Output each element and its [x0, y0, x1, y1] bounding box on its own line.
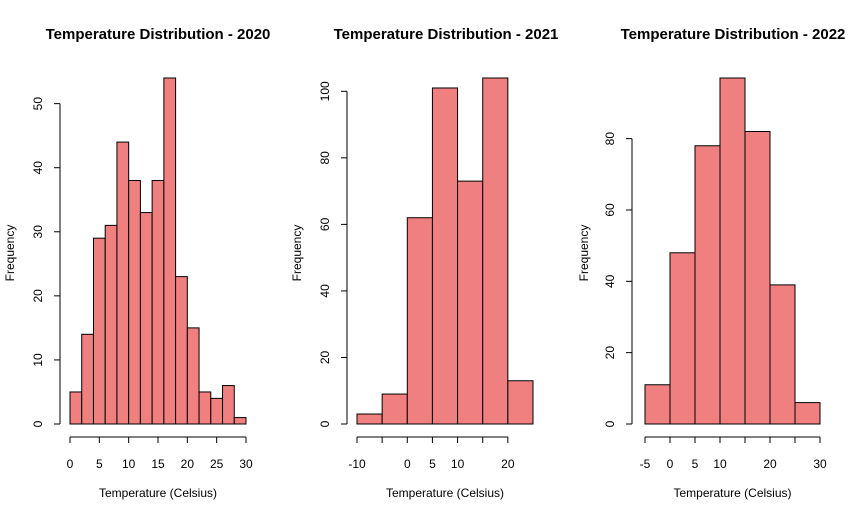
histogram-bar: [381, 393, 408, 425]
y-tick-label: 50: [31, 97, 45, 111]
x-axis-label: Temperature (Celsius): [99, 486, 217, 500]
histogram-bar: [222, 385, 235, 425]
histogram-bar: [794, 402, 821, 425]
histogram-bar: [186, 327, 200, 425]
histogram-bar: [198, 391, 212, 425]
histogram-bar: [92, 237, 106, 425]
y-tick-label: 10: [31, 353, 45, 367]
histogram-bar: [457, 180, 484, 425]
histogram-bar: [694, 145, 721, 425]
x-tick-label: 15: [151, 457, 165, 471]
y-tick-label: 0: [603, 420, 617, 427]
y-tick-label: 60: [603, 203, 617, 217]
x-tick-label: 10: [713, 457, 727, 471]
x-axis-label: Temperature (Celsius): [673, 486, 791, 500]
histogram-bar: [81, 333, 94, 425]
y-tick-label: 20: [603, 346, 617, 360]
x-tick-label: 5: [429, 457, 436, 471]
histogram-bar: [139, 212, 153, 425]
histogram-bar: [644, 384, 671, 425]
x-axis-label: Temperature (Celsius): [386, 486, 504, 500]
histogram-bar: [406, 217, 433, 425]
x-tick-label: 10: [122, 457, 136, 471]
histogram-bar: [669, 252, 696, 425]
x-tick-label: 20: [763, 457, 777, 471]
chart-title: Temperature Distribution - 2020: [46, 26, 271, 43]
x-tick-label: 0: [67, 457, 74, 471]
histogram-bar: [482, 77, 509, 425]
y-tick-label: 80: [318, 151, 332, 165]
y-tick-label: 40: [31, 161, 45, 175]
histogram-bar: [116, 141, 130, 425]
x-tick-label: 25: [210, 457, 224, 471]
x-tick-label: 30: [813, 457, 827, 471]
chart-title: Temperature Distribution - 2021: [334, 26, 559, 43]
y-tick-label: 20: [31, 289, 45, 303]
y-tick-label: 100: [318, 81, 332, 101]
x-tick-label: 0: [404, 457, 411, 471]
histogram-bar: [769, 284, 796, 425]
histogram-bar: [210, 397, 224, 425]
y-tick-label: 0: [31, 420, 45, 427]
y-tick-label: 40: [603, 274, 617, 288]
x-tick-label: -10: [348, 457, 366, 471]
histogram-bar: [233, 417, 247, 425]
histogram-bar: [431, 87, 459, 425]
y-axis-label: Frequency: [290, 225, 304, 282]
x-tick-label: 5: [96, 457, 103, 471]
y-tick-label: 20: [318, 350, 332, 364]
histogram-bar: [69, 391, 83, 425]
histogram-bar: [719, 77, 746, 425]
y-axis-label: Frequency: [3, 225, 17, 282]
histogram-bar: [104, 224, 118, 425]
y-tick-label: 0: [318, 420, 332, 427]
x-tick-label: 30: [239, 457, 253, 471]
histogram-bar: [151, 180, 165, 425]
y-tick-label: 30: [31, 225, 45, 239]
x-tick-label: 0: [667, 457, 674, 471]
x-tick-label: 20: [181, 457, 195, 471]
histogram-bar: [128, 180, 141, 425]
histogram-bar: [175, 276, 188, 425]
x-tick-label: -5: [640, 457, 651, 471]
histogram-bar: [507, 380, 534, 425]
chart-title: Temperature Distribution - 2022: [621, 26, 846, 43]
y-axis-label: Frequency: [577, 225, 591, 282]
x-tick-label: 10: [451, 457, 465, 471]
y-tick-label: 60: [318, 217, 332, 231]
y-tick-label: 40: [318, 284, 332, 298]
histogram-bar: [356, 413, 383, 425]
x-tick-label: 20: [501, 457, 515, 471]
y-tick-label: 80: [603, 132, 617, 146]
histogram-bar: [744, 131, 771, 425]
x-tick-label: 5: [692, 457, 699, 471]
histogram-bar: [163, 77, 177, 425]
